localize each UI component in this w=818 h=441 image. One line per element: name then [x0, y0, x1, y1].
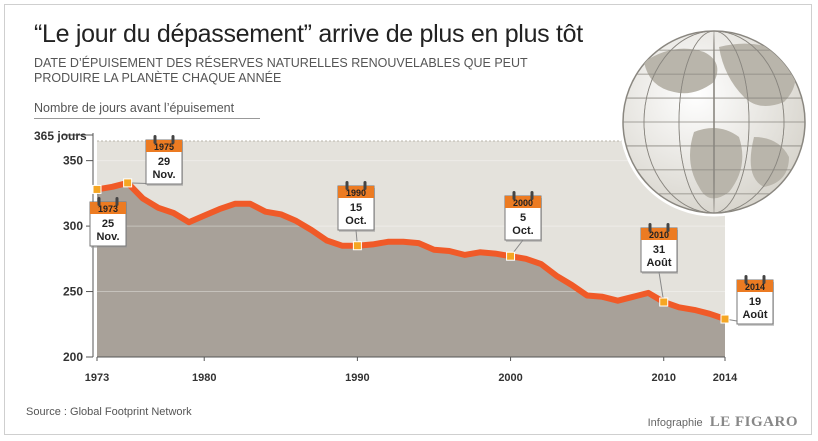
callout-connector — [658, 271, 665, 303]
calendar-ring — [363, 181, 367, 190]
callout-day: 31 — [653, 244, 665, 256]
callout-day: 15 — [350, 202, 362, 214]
calendar-ring — [512, 191, 516, 200]
callout-month: Nov. — [96, 231, 119, 243]
callout-month: Août — [646, 257, 671, 269]
x-tick-label: 1980 — [192, 372, 216, 384]
data-marker — [659, 297, 669, 307]
calendar-ring — [345, 181, 349, 190]
callout-day: 19 — [749, 296, 761, 308]
calendar-ring — [762, 275, 766, 284]
calendar-ring — [153, 135, 157, 144]
chart-frame — [4, 4, 812, 435]
callout-year: 2010 — [649, 230, 669, 240]
calendar-ring — [97, 197, 101, 206]
callout-year: 2000 — [513, 198, 533, 208]
callout-month: Oct. — [345, 215, 366, 227]
x-tick-label: 2014 — [713, 372, 738, 384]
y-tick-label: 300 — [63, 219, 83, 233]
callout-month: Oct. — [512, 225, 533, 237]
y-axis-label-rule — [34, 118, 260, 119]
chart-subtitle: DATE D’ÉPUISEMENT DES RÉSERVES NATURELLE… — [34, 56, 528, 85]
callout-day: 25 — [102, 218, 114, 230]
credit-prefix: Infographie — [647, 417, 703, 429]
callout-month: Nov. — [152, 169, 175, 181]
data-marker — [92, 184, 102, 194]
series-line — [94, 179, 728, 322]
landmass-north — [644, 48, 718, 94]
callout-year: 1973 — [98, 204, 118, 214]
data-marker — [352, 241, 362, 251]
callout-year: 2014 — [745, 282, 765, 292]
calendar-ring — [648, 223, 652, 232]
x-tick-label: 2010 — [651, 372, 675, 384]
calendar-ring — [530, 191, 534, 200]
x-tick-label: 2000 — [498, 372, 522, 384]
y-axis-label: Nombre de jours avant l’épuisement — [34, 101, 235, 115]
y-tick-label: 365 jours — [34, 129, 87, 143]
x-tick-label: 1990 — [345, 372, 369, 384]
globe-content — [623, 31, 805, 213]
data-marker — [720, 314, 730, 324]
y-tick-label: 200 — [63, 350, 83, 364]
x-tick-label: 1973 — [85, 372, 109, 384]
credit-brand: LE FIGARO — [709, 414, 798, 430]
callout-month: Août — [742, 309, 767, 321]
callout-day: 5 — [520, 212, 526, 224]
calendar-ring — [744, 275, 748, 284]
chart-title: “Le jour du dépassement” arrive de plus … — [34, 20, 583, 48]
y-tick-label: 250 — [63, 285, 83, 299]
source-note: Source : Global Footprint Network — [26, 406, 192, 418]
calendar-ring — [115, 197, 119, 206]
y-tick-label: 350 — [63, 154, 83, 168]
calendar-ring — [171, 135, 175, 144]
calendar-ring — [666, 223, 670, 232]
globe-icon — [619, 27, 809, 217]
callout-day: 29 — [158, 156, 170, 168]
credit: Infographie LE FIGARO — [648, 414, 798, 431]
area-fill — [97, 182, 725, 357]
data-marker — [506, 251, 516, 261]
landmass-southeast — [750, 137, 789, 187]
callout-year: 1975 — [154, 142, 174, 152]
callout-year: 1990 — [346, 188, 366, 198]
landmass-east — [719, 43, 796, 106]
data-marker — [123, 178, 133, 188]
